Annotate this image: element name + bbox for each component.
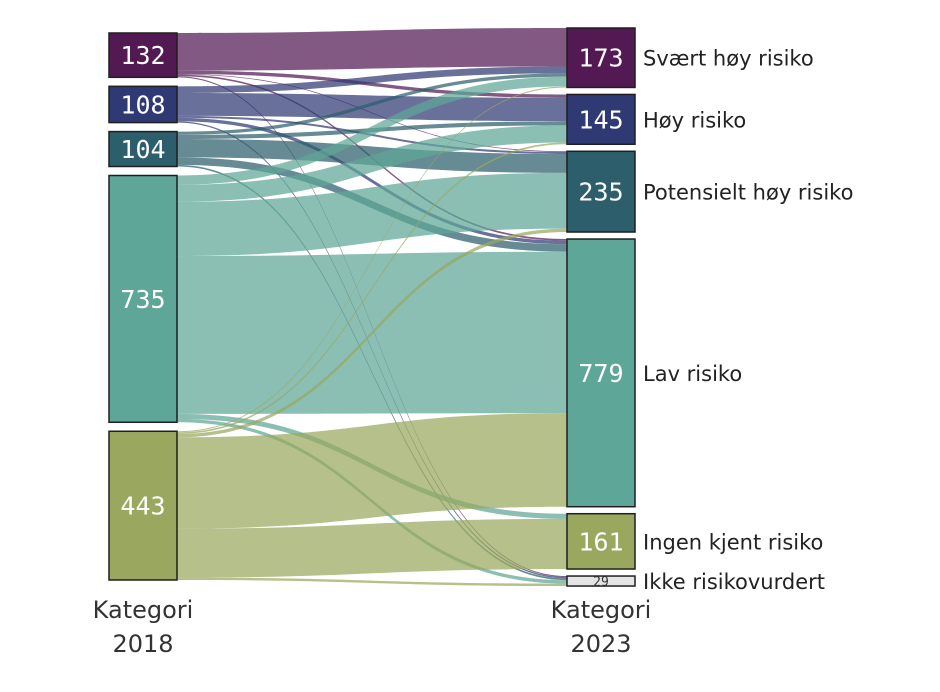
right-node-3-bar [566,238,636,508]
flow-1-to-0 [177,66,567,94]
right-node-3-category: Lav risiko [643,362,742,386]
right-node-2-category: Potensielt høy risiko [643,181,853,205]
right-node-1-category: Høy risiko [643,108,746,132]
right-node-5-value: 29 [593,575,609,590]
right-node-4-value: 161 [578,527,623,556]
right-node-0-bar [566,27,636,89]
left-node-4-bar [108,430,178,581]
flow-2-to-0 [177,73,567,135]
nodes-layer [108,27,636,587]
left-node-2-bar [108,130,178,168]
left-axis-title-line1: Kategori [93,596,194,624]
right-node-2-bar [566,150,636,233]
right-node-0-category: Svært høy risiko [643,47,814,71]
left-node-0-bar [108,32,178,79]
right-node-0-value: 173 [578,44,623,73]
flow-3-to-2 [177,172,567,257]
flow-4-to-5 [177,577,567,587]
right-node-5-category: Ikke risikovurdert [643,570,825,594]
right-node-1-bar [566,93,636,146]
right-axis-title-line2: 2023 [570,630,631,658]
flow-0-to-0 [177,28,567,71]
right-node-3-value: 779 [578,359,623,388]
flow-4-to-3 [177,413,567,529]
left-node-1-bar [108,85,178,124]
flow-0-to-1 [177,70,567,98]
flow-4-to-2 [177,228,567,438]
links-layer [177,28,567,587]
flow-3-to-0 [177,76,567,185]
left-node-3-bar [108,174,178,424]
right-axis-title-line1: Kategori [551,596,652,624]
right-node-1-value: 145 [578,105,623,134]
flow-1-to-3 [177,117,567,245]
right-node-5-bar [566,575,636,587]
right-node-4-bar [566,512,636,570]
left-node-0-value: 132 [120,41,165,70]
right-node-2-value: 235 [578,178,623,207]
right-node-4-category: Ingen kjent risiko [643,530,823,554]
flow-4-to-1 [177,142,567,434]
flow-4-to-4 [177,518,567,578]
flow-4-to-0 [177,86,567,433]
left-axis-title-line2: 2018 [112,630,173,658]
labels-layer: 132 108 104 735 443 173 Svært høy risiko 145 Høy… [120,41,853,594]
left-node-4-value: 443 [120,492,165,521]
left-node-3-value: 735 [120,285,165,314]
flow-3-to-1 [177,125,567,202]
left-node-1-value: 108 [120,90,165,119]
flow-1-to-1 [177,93,567,122]
left-node-2-value: 104 [120,135,165,164]
